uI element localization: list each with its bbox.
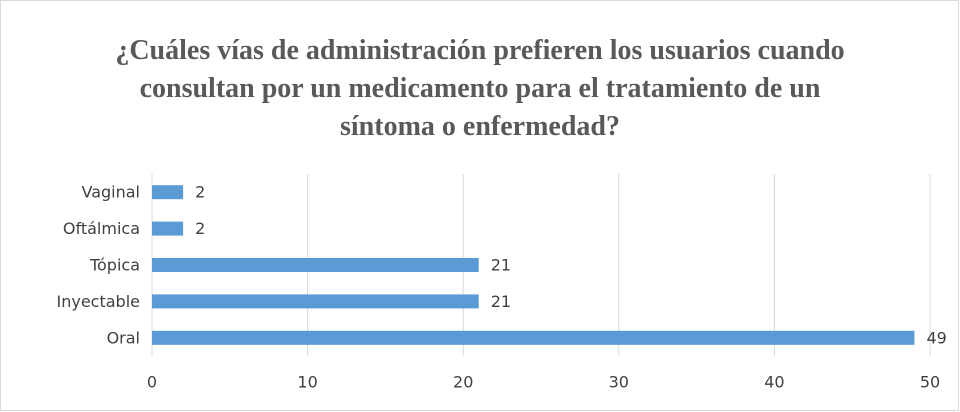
x-tick-label: 30 <box>609 373 629 392</box>
bar <box>152 258 479 272</box>
y-tick-label: Tópica <box>89 256 140 275</box>
data-label: 21 <box>491 292 511 311</box>
x-tick-label: 10 <box>297 373 317 392</box>
y-tick-label: Oftálmica <box>63 219 140 238</box>
bar <box>152 330 915 345</box>
bar <box>152 185 184 200</box>
y-tick-label: Inyectable <box>57 292 141 311</box>
chart-title: ¿Cuáles vías de administración prefieren… <box>115 35 845 142</box>
x-tick-label: 50 <box>920 373 940 392</box>
bar <box>152 221 184 236</box>
data-label: 49 <box>926 328 946 347</box>
x-tick-label: 0 <box>147 373 157 392</box>
data-label: 2 <box>195 183 205 202</box>
x-tick-label: 40 <box>764 373 784 392</box>
y-tick-label: Vaginal <box>82 183 141 202</box>
data-label: 21 <box>491 256 511 275</box>
data-label: 2 <box>195 219 205 238</box>
bar <box>152 294 479 309</box>
y-tick-label: Oral <box>107 328 140 347</box>
x-tick-label: 20 <box>453 373 473 392</box>
